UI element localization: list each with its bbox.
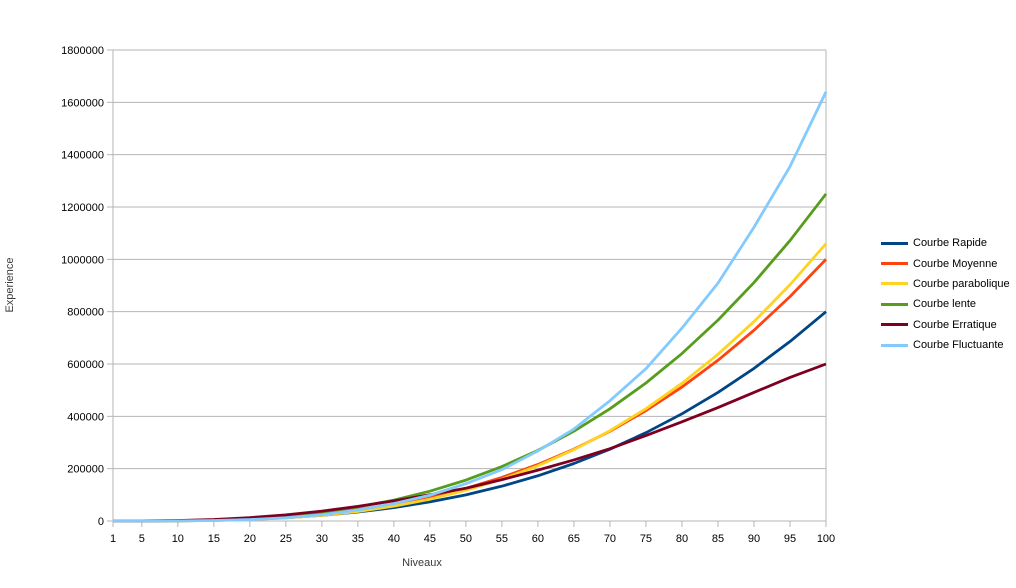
- x-tick-label: 20: [244, 533, 256, 545]
- x-tick-label: 70: [604, 533, 616, 545]
- legend-swatch-line: [881, 343, 908, 347]
- legend: Courbe Rapide Courbe Moyenne Courbe parabo…: [881, 233, 1010, 355]
- legend-label: Courbe lente: [913, 298, 976, 311]
- legend-label: Courbe Rapide: [913, 237, 987, 250]
- legend-swatch-line: [881, 282, 908, 286]
- y-tick-label: 1400000: [61, 150, 104, 162]
- legend-label: Courbe Fluctuante: [913, 339, 1004, 352]
- x-tick-label: 45: [424, 533, 436, 545]
- x-tick-label: 80: [676, 533, 688, 545]
- x-tick-label: 65: [568, 533, 580, 545]
- legend-label: Courbe parabolique: [913, 277, 1010, 290]
- legend-label: Courbe Erratique: [913, 318, 997, 331]
- y-tick-label: 800000: [67, 307, 104, 319]
- series-line-courbe-erratique: [112, 362, 827, 523]
- x-tick-label: 40: [388, 533, 400, 545]
- legend-item: Courbe parabolique: [881, 274, 1010, 294]
- legend-swatch-line: [881, 241, 908, 245]
- x-tick-label: 10: [172, 533, 184, 545]
- x-tick-label: 90: [748, 533, 760, 545]
- legend-item: Courbe Erratique: [881, 315, 1010, 335]
- x-tick-label: 75: [640, 533, 652, 545]
- y-tick-label: 600000: [67, 359, 104, 371]
- x-tick-label: 100: [817, 533, 835, 545]
- x-tick-label: 25: [280, 533, 292, 545]
- legend-swatch-line: [881, 323, 908, 327]
- x-tick-label: 60: [532, 533, 544, 545]
- y-tick-label: 1200000: [61, 202, 104, 214]
- x-tick-label: 5: [139, 533, 145, 545]
- legend-swatch-line: [881, 262, 908, 266]
- x-tick-label: 85: [712, 533, 724, 545]
- y-tick-label: 200000: [67, 464, 104, 476]
- legend-item: Courbe lente: [881, 294, 1010, 314]
- x-axis-title: Niveaux: [402, 557, 442, 569]
- y-tick-label: 0: [98, 516, 104, 528]
- legend-item: Courbe Fluctuante: [881, 335, 1010, 355]
- series-line-courbe-fluctuante: [112, 91, 828, 523]
- legend-item: Courbe Rapide: [881, 233, 1010, 253]
- x-tick-label: 1: [110, 533, 116, 545]
- y-tick-label: 1600000: [61, 97, 104, 109]
- x-tick-label: 30: [316, 533, 328, 545]
- y-axis-title: Experience: [4, 257, 16, 313]
- x-tick-label: 15: [208, 533, 220, 545]
- x-tick-label: 35: [352, 533, 364, 545]
- y-tick-label: 1000000: [61, 254, 104, 266]
- legend-swatch-line: [881, 302, 908, 306]
- y-tick-label: 1800000: [61, 45, 104, 57]
- legend-label: Courbe Moyenne: [913, 257, 998, 270]
- x-tick-label: 50: [460, 533, 472, 545]
- series-line-courbe-lente: [112, 193, 828, 523]
- x-tick-label: 95: [784, 533, 796, 545]
- y-tick-label: 400000: [67, 411, 104, 423]
- legend-item: Courbe Moyenne: [881, 253, 1010, 273]
- x-tick-label: 55: [496, 533, 508, 545]
